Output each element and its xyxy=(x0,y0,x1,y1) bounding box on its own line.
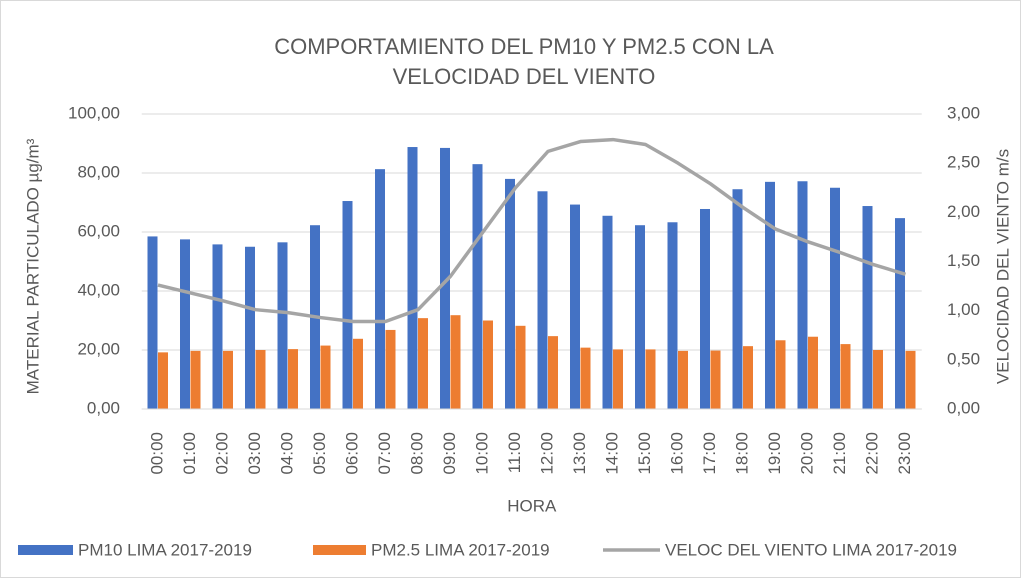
bar xyxy=(385,329,396,409)
x-tick-label: 15:00 xyxy=(635,432,654,475)
bar xyxy=(775,340,786,409)
y2-axis-label: VELOCIDAD DEL VIENTO m/s xyxy=(993,149,1012,384)
x-tick-label: 20:00 xyxy=(797,432,816,475)
bar xyxy=(212,244,223,409)
y-axis-label: MATERIAL PARTICULADO µg/m³ xyxy=(23,138,42,394)
y2-tick-label: 2,50 xyxy=(947,153,980,172)
bar xyxy=(223,350,233,409)
bar xyxy=(450,315,461,409)
bar xyxy=(537,191,548,409)
bar xyxy=(797,181,808,409)
y2-tick-label: 3,00 xyxy=(947,103,980,122)
x-tick-label: 11:00 xyxy=(505,432,524,473)
bar xyxy=(678,350,688,409)
x-tick-label: 10:00 xyxy=(472,432,491,475)
bar xyxy=(667,222,678,409)
bar xyxy=(288,349,298,409)
bar xyxy=(483,320,493,409)
x-tick-label: 01:00 xyxy=(180,432,199,475)
x-tick-label: 13:00 xyxy=(570,432,589,475)
y-tick-label: 60,00 xyxy=(77,221,120,240)
x-tick-label: 14:00 xyxy=(602,432,621,475)
y-tick-label: 0,00 xyxy=(87,398,120,417)
bar xyxy=(505,178,515,409)
bar xyxy=(515,325,526,409)
bar xyxy=(255,350,266,409)
bar xyxy=(158,352,168,409)
bar xyxy=(862,206,873,409)
bar xyxy=(743,346,753,409)
bar xyxy=(905,350,916,409)
bar xyxy=(147,236,158,409)
bar xyxy=(613,349,623,409)
bar xyxy=(190,350,201,409)
bar xyxy=(580,347,591,409)
bar xyxy=(570,204,580,409)
bar xyxy=(320,345,331,409)
x-tick-label: 07:00 xyxy=(375,432,394,475)
line xyxy=(157,137,907,324)
bar xyxy=(808,336,818,409)
y-tick-label: 100,00 xyxy=(68,103,120,122)
bar xyxy=(895,218,905,409)
y-tick-label: 40,00 xyxy=(77,280,120,299)
bar xyxy=(407,147,418,410)
x-tick-label: 04:00 xyxy=(277,432,296,475)
bar xyxy=(635,225,645,409)
legend-label: PM10 LIMA 2017-2019 xyxy=(78,540,252,559)
bar xyxy=(472,164,483,409)
bar xyxy=(245,246,255,409)
chart-title: COMPORTAMIENTO DEL PM10 Y PM2.5 CON LA V… xyxy=(274,34,774,89)
y2-tick-label: 1,50 xyxy=(947,251,980,270)
bar xyxy=(732,189,743,409)
y-tick-label: 80,00 xyxy=(77,162,120,181)
bar xyxy=(602,215,613,409)
x-axis-label: HORA xyxy=(507,496,557,515)
y2-tick-label: 0,50 xyxy=(947,349,980,368)
x-tick-label: 06:00 xyxy=(342,432,361,475)
x-tick-label: 23:00 xyxy=(895,432,914,475)
bar xyxy=(830,187,840,409)
bar xyxy=(840,344,851,409)
x-tick-label: 21:00 xyxy=(830,432,849,475)
x-tick-label: 09:00 xyxy=(440,432,459,475)
x-tick-label: 08:00 xyxy=(407,432,426,475)
x-tick-label: 16:00 xyxy=(667,432,686,475)
bar xyxy=(440,147,450,410)
y2-tick-label: 0,00 xyxy=(947,398,980,417)
x-tick-label: 05:00 xyxy=(310,432,329,475)
x-tick-label: 02:00 xyxy=(212,432,231,475)
bar xyxy=(645,349,656,409)
bar xyxy=(353,338,363,409)
bar xyxy=(710,350,721,409)
legend-swatch xyxy=(313,545,366,555)
bar xyxy=(342,201,353,409)
bar xyxy=(277,242,288,409)
legend-label: PM2.5 LIMA 2017-2019 xyxy=(371,540,550,559)
bar xyxy=(418,318,428,409)
x-tick-label: 22:00 xyxy=(862,432,881,475)
legend-swatch xyxy=(18,545,73,555)
y-tick-label: 20,00 xyxy=(77,339,120,358)
x-tick-label: 17:00 xyxy=(700,432,719,475)
bar xyxy=(700,208,710,409)
x-tick-label: 03:00 xyxy=(245,432,264,475)
bar xyxy=(765,181,775,409)
bar xyxy=(548,336,558,409)
x-tick-label: 19:00 xyxy=(765,432,784,475)
x-tick-label: 18:00 xyxy=(732,432,751,475)
bar xyxy=(180,239,190,409)
y2-tick-label: 2,00 xyxy=(947,202,980,221)
bar xyxy=(873,350,883,409)
x-tick-label: 12:00 xyxy=(537,432,556,475)
y2-tick-label: 1,00 xyxy=(947,300,980,319)
legend-label: VELOC DEL VIENTO LIMA 2017-2019 xyxy=(665,540,957,559)
x-tick-label: 00:00 xyxy=(147,432,166,475)
bar xyxy=(375,169,385,409)
